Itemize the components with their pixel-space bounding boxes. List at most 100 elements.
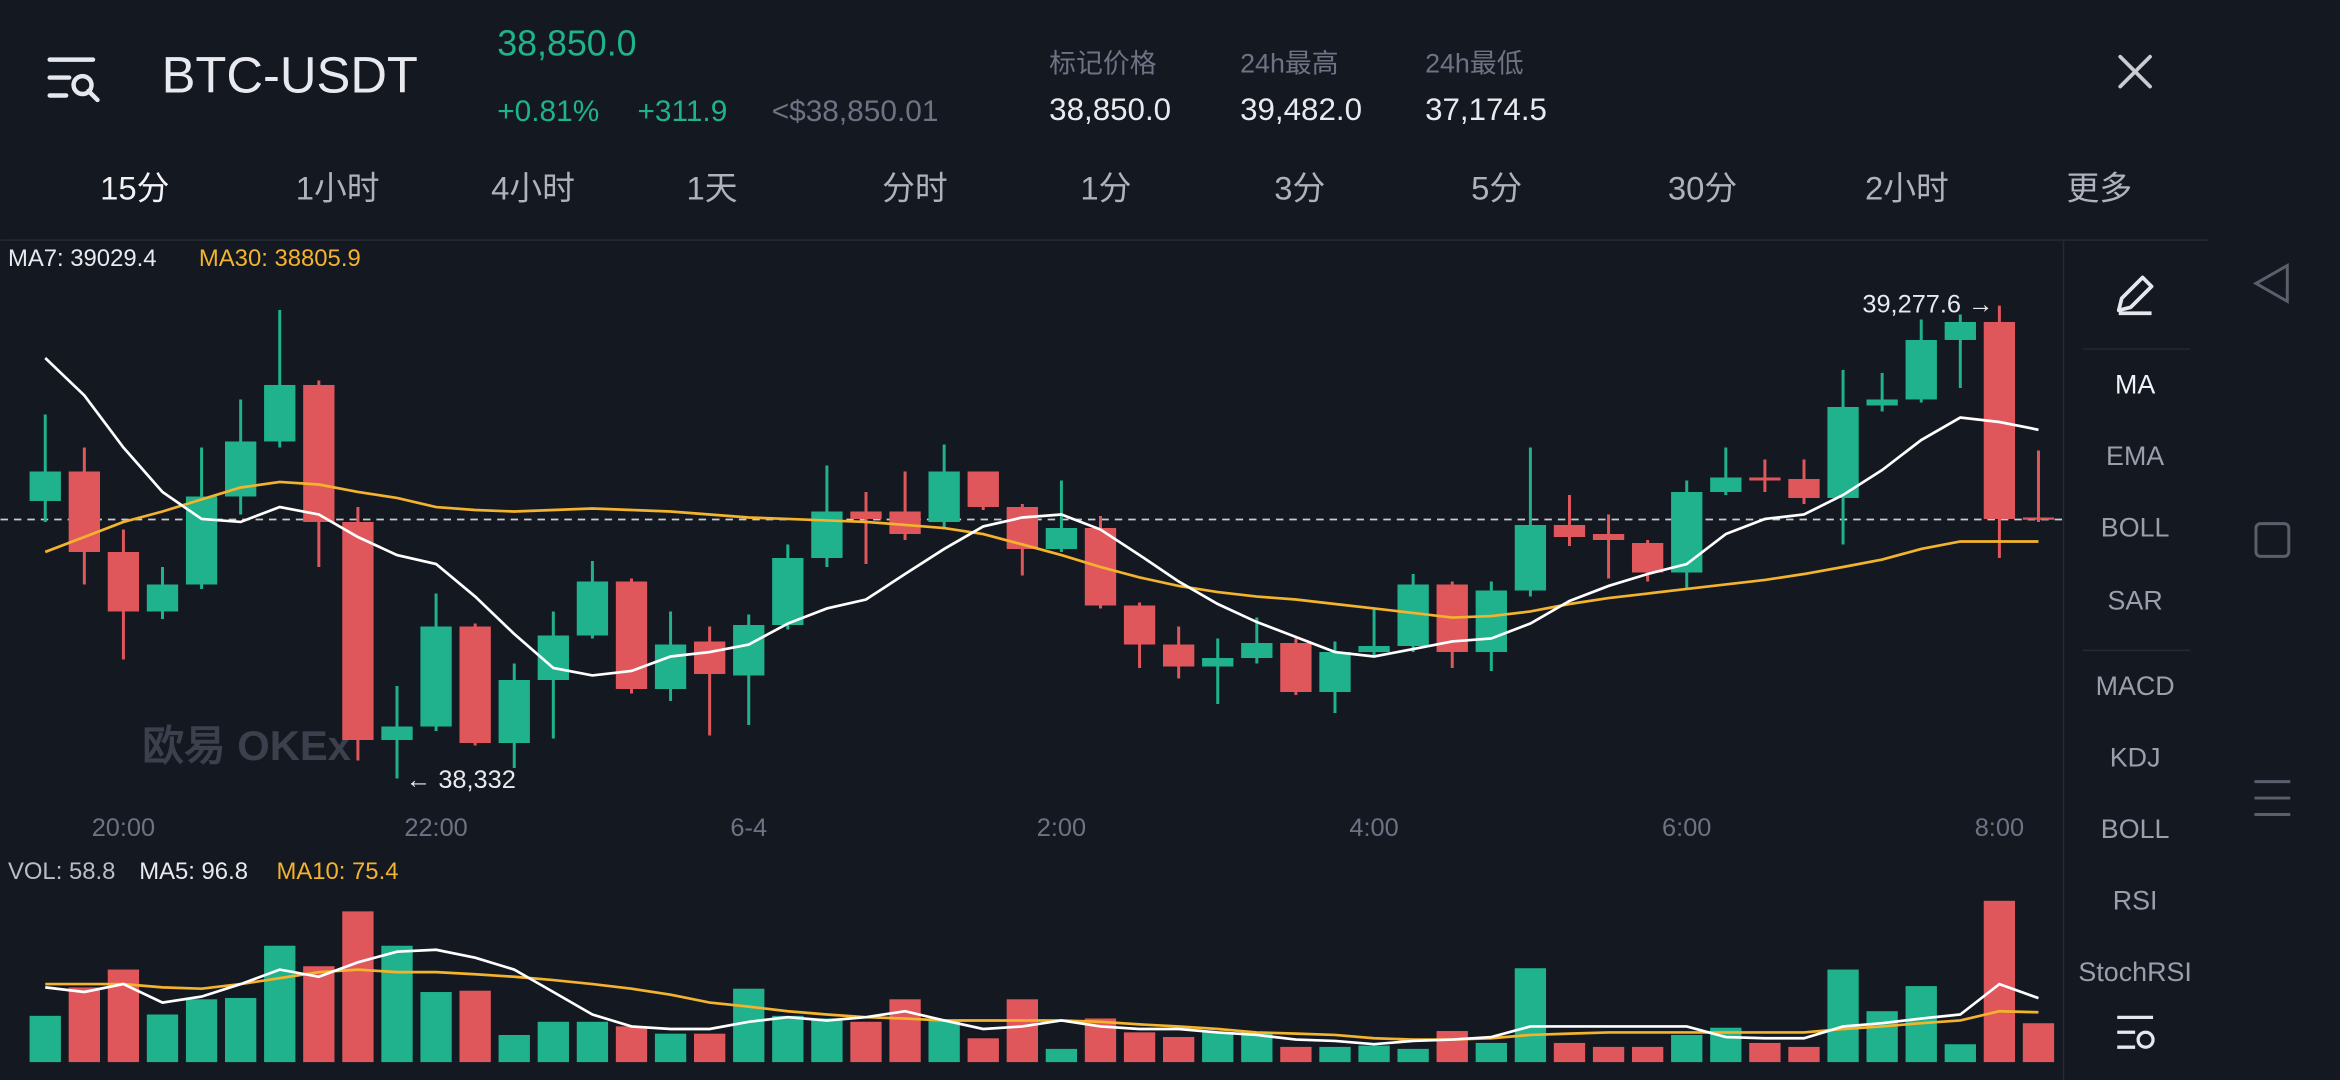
volume-bar [967,1038,999,1063]
candle-body [1553,524,1586,537]
index-price: <$38,850.01 [772,95,939,128]
indicator-option[interactable]: BOLL [2101,814,2170,844]
candle-body [420,626,452,727]
stat-label: 标记价格 [1049,49,1157,79]
tab[interactable]: 3分 [1274,170,1325,207]
indicator-option[interactable]: RSI [2113,886,2158,916]
ma-line [45,948,2039,1046]
x-tick-label: 22:00 [404,814,467,842]
tab[interactable]: 30分 [1668,170,1737,207]
indicator-option[interactable]: SAR [2108,586,2163,616]
volume-bar [1866,1011,1898,1063]
symbol[interactable]: BTC-USDT [162,46,418,103]
side-menu: MA EMA BOLL SAR MACD KDJ BOLL RSI StochRSI [2078,369,2191,987]
pencil-icon[interactable] [2116,275,2154,316]
volume-bar [1436,1031,1468,1063]
volume-bar [1397,1048,1429,1063]
volume-bar [29,1015,61,1063]
tab[interactable]: 1分 [1080,170,1131,207]
nav-home[interactable] [2254,522,2291,558]
ma-line [44,480,2039,619]
close-icon[interactable] [2118,54,2152,89]
tab[interactable]: 2小时 [1865,170,1949,207]
volume-bar [1475,1042,1507,1063]
volume-chart: VOL: 58.8 MA5: 96.8 MA10: 75.4 [8,858,2055,1063]
candle-body [850,511,882,519]
candle-body [1944,321,1976,340]
candle-body [1788,478,1820,498]
volume-bar [342,911,374,1063]
volume-bar [811,1018,843,1063]
candle-body [381,726,413,741]
candle-body [1514,524,1547,591]
candle-body [68,471,100,552]
ma7-legend: MA7: 39029.4 [8,245,157,272]
volume-bar [225,997,257,1063]
volume-bar [1358,1045,1390,1063]
tab[interactable]: 4小时 [491,170,575,207]
volume-bar [733,988,765,1063]
volume-bar [1162,1036,1195,1063]
tab[interactable]: 5分 [1471,170,1522,207]
ma5-legend: MA5: 96.8 [139,858,248,885]
stat-value: 39,482.0 [1240,92,1362,127]
candle-body [928,471,960,522]
tab[interactable]: 更多 [2067,170,2133,207]
change-pct: +0.81% [497,95,599,128]
watermark: 欧易 OKEx [142,722,351,769]
tabs: 15分 1小时 4小时 1天 分时 1分 3分 5分 30分 2小时 更多 [100,170,2132,207]
indicator-option[interactable]: StochRSI [2078,957,2191,987]
stat-value: 37,174.5 [1425,92,1547,127]
tab[interactable]: 1小时 [296,170,380,207]
volume-bar [928,1020,960,1063]
volume-bar [420,992,452,1063]
tab[interactable]: 1天 [687,170,738,207]
candle-body [107,551,140,612]
indicator-option[interactable]: EMA [2106,441,2164,471]
candle-body [2022,517,2055,520]
candle-body [29,471,61,501]
candle-body [1241,643,1273,659]
candle-body [1475,590,1507,653]
volume-bar [459,990,491,1063]
volume-bar [1749,1042,1781,1063]
x-tick-label: 4:00 [1349,814,1398,842]
volume-bar [1983,900,2016,1063]
nav-back[interactable] [2252,262,2289,304]
x-tick-label: 8:00 [1975,814,2024,842]
volume-bar [2022,1023,2055,1063]
candle-body [772,557,804,626]
candle-body [1866,399,1898,406]
volume-bar [1671,1034,1703,1063]
settings-icon[interactable] [2117,1015,2155,1049]
candle-body [459,626,491,744]
nav-menu[interactable] [2254,780,2291,816]
candle-body [1710,477,1742,492]
volume-bar [537,1021,569,1063]
volume-bar [264,945,296,1063]
candle-body [693,641,726,675]
candle-body [342,521,374,741]
indicator-option[interactable]: BOLL [2101,513,2170,543]
indicator-option[interactable]: KDJ [2110,742,2161,772]
stat-label: 24h最高 [1240,49,1338,79]
volume-bar [772,1015,804,1063]
x-tick-label: 6:00 [1662,814,1711,842]
x-tick-label: 2:00 [1037,814,1086,842]
candle-body [1280,643,1312,693]
candle-body [1358,646,1390,653]
kline-chart: 欧易 OKEx MA7: 39029.4 MA30: 38805.9 20:00 22:… [0,245,2064,842]
indicator-option[interactable]: MA [2115,369,2155,399]
volume-bar [1006,999,1038,1063]
indicator-option[interactable]: MACD [2096,671,2175,701]
candle-body [1827,406,1859,498]
volume-bar [1553,1042,1586,1063]
tab[interactable]: 分时 [882,170,948,207]
menu-icon[interactable] [47,57,100,103]
volume-bar [185,999,218,1063]
tab[interactable]: 15分 [100,170,169,207]
last-price: 38,850.0 [497,24,636,64]
ma30-legend: MA30: 38805.9 [199,245,361,272]
candle-body [1592,533,1625,540]
